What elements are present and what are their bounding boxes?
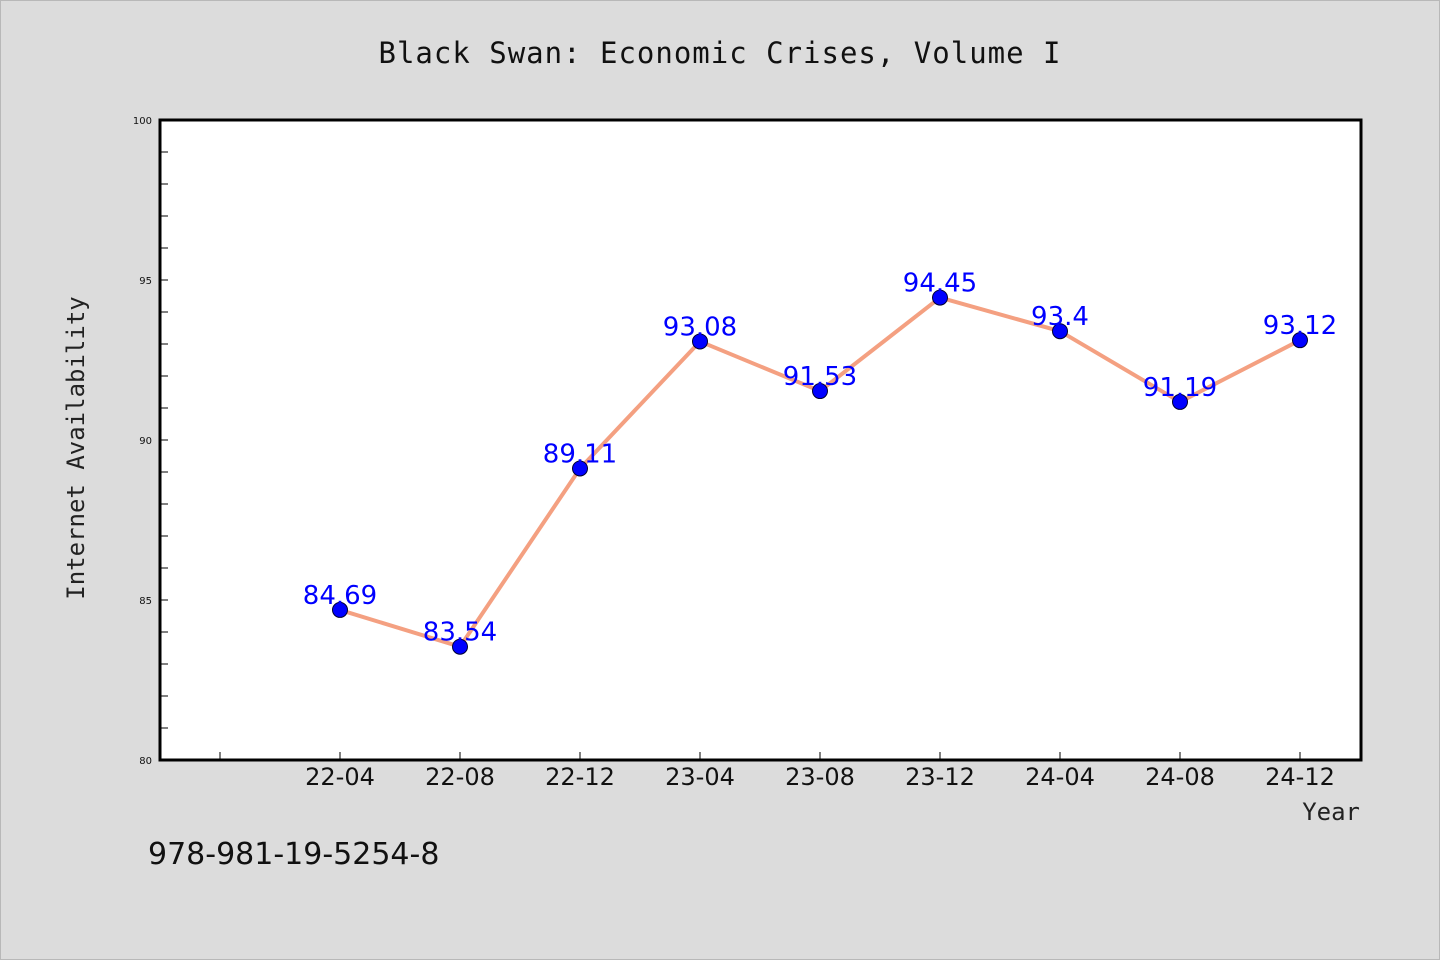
data-point bbox=[1052, 323, 1068, 340]
data-point bbox=[812, 383, 828, 400]
y-minor-ticks bbox=[160, 151, 168, 729]
plot-area bbox=[158, 118, 1363, 762]
x-axis-ticks: 22-04 22-08 22-12 23-04 23-08 23-12 24-04 24-08… bbox=[219, 752, 1335, 791]
chart-title: Black Swan: Economic Crises, Volume I bbox=[378, 36, 1061, 70]
y-tick-label: 85 bbox=[139, 596, 152, 607]
series-markers bbox=[332, 289, 1308, 655]
data-point bbox=[932, 289, 948, 306]
x-tick-label: 24-12 bbox=[1265, 763, 1335, 791]
y-tick-label: 80 bbox=[139, 756, 152, 767]
data-point bbox=[692, 333, 708, 350]
isbn-footnote: 978-981-19-5254-8 bbox=[148, 837, 439, 872]
data-label: 94.45 bbox=[903, 269, 977, 299]
data-point bbox=[1292, 332, 1308, 349]
data-point bbox=[1172, 393, 1188, 410]
y-tick-label: 100 bbox=[133, 116, 152, 127]
x-tick-label: 23-04 bbox=[665, 763, 735, 791]
y-axis-label: Internet Availability bbox=[62, 296, 90, 599]
x-axis-label: Year bbox=[1302, 798, 1360, 826]
y-tick-label: 95 bbox=[139, 276, 152, 287]
x-tick-label: 24-08 bbox=[1145, 763, 1215, 791]
y-tick-label: 90 bbox=[139, 436, 152, 447]
data-point bbox=[332, 601, 348, 618]
data-label: 84.69 bbox=[303, 581, 377, 611]
data-label: 93.12 bbox=[1263, 311, 1337, 341]
x-tick-label: 22-12 bbox=[545, 763, 615, 791]
x-tick-label: 22-04 bbox=[305, 763, 375, 791]
x-tick-label: 22-08 bbox=[425, 763, 495, 791]
data-label: 89.11 bbox=[543, 439, 617, 469]
x-tick-label: 23-08 bbox=[785, 763, 855, 791]
x-tick-label: 23-12 bbox=[905, 763, 975, 791]
x-tick-label: 24-04 bbox=[1025, 763, 1095, 791]
data-label: 83.54 bbox=[423, 618, 497, 648]
data-label: 93.08 bbox=[663, 312, 737, 342]
data-label: 91.19 bbox=[1143, 373, 1217, 403]
data-point bbox=[572, 460, 588, 477]
y-axis-ticks: 80 85 90 95 100 bbox=[133, 116, 168, 767]
data-point bbox=[452, 638, 468, 655]
data-label: 93.4 bbox=[1031, 302, 1089, 332]
data-labels: 84.69 83.54 89.11 93.08 91.53 94.45 93.4 91.19 9… bbox=[303, 269, 1337, 648]
data-label: 91.53 bbox=[783, 362, 857, 392]
